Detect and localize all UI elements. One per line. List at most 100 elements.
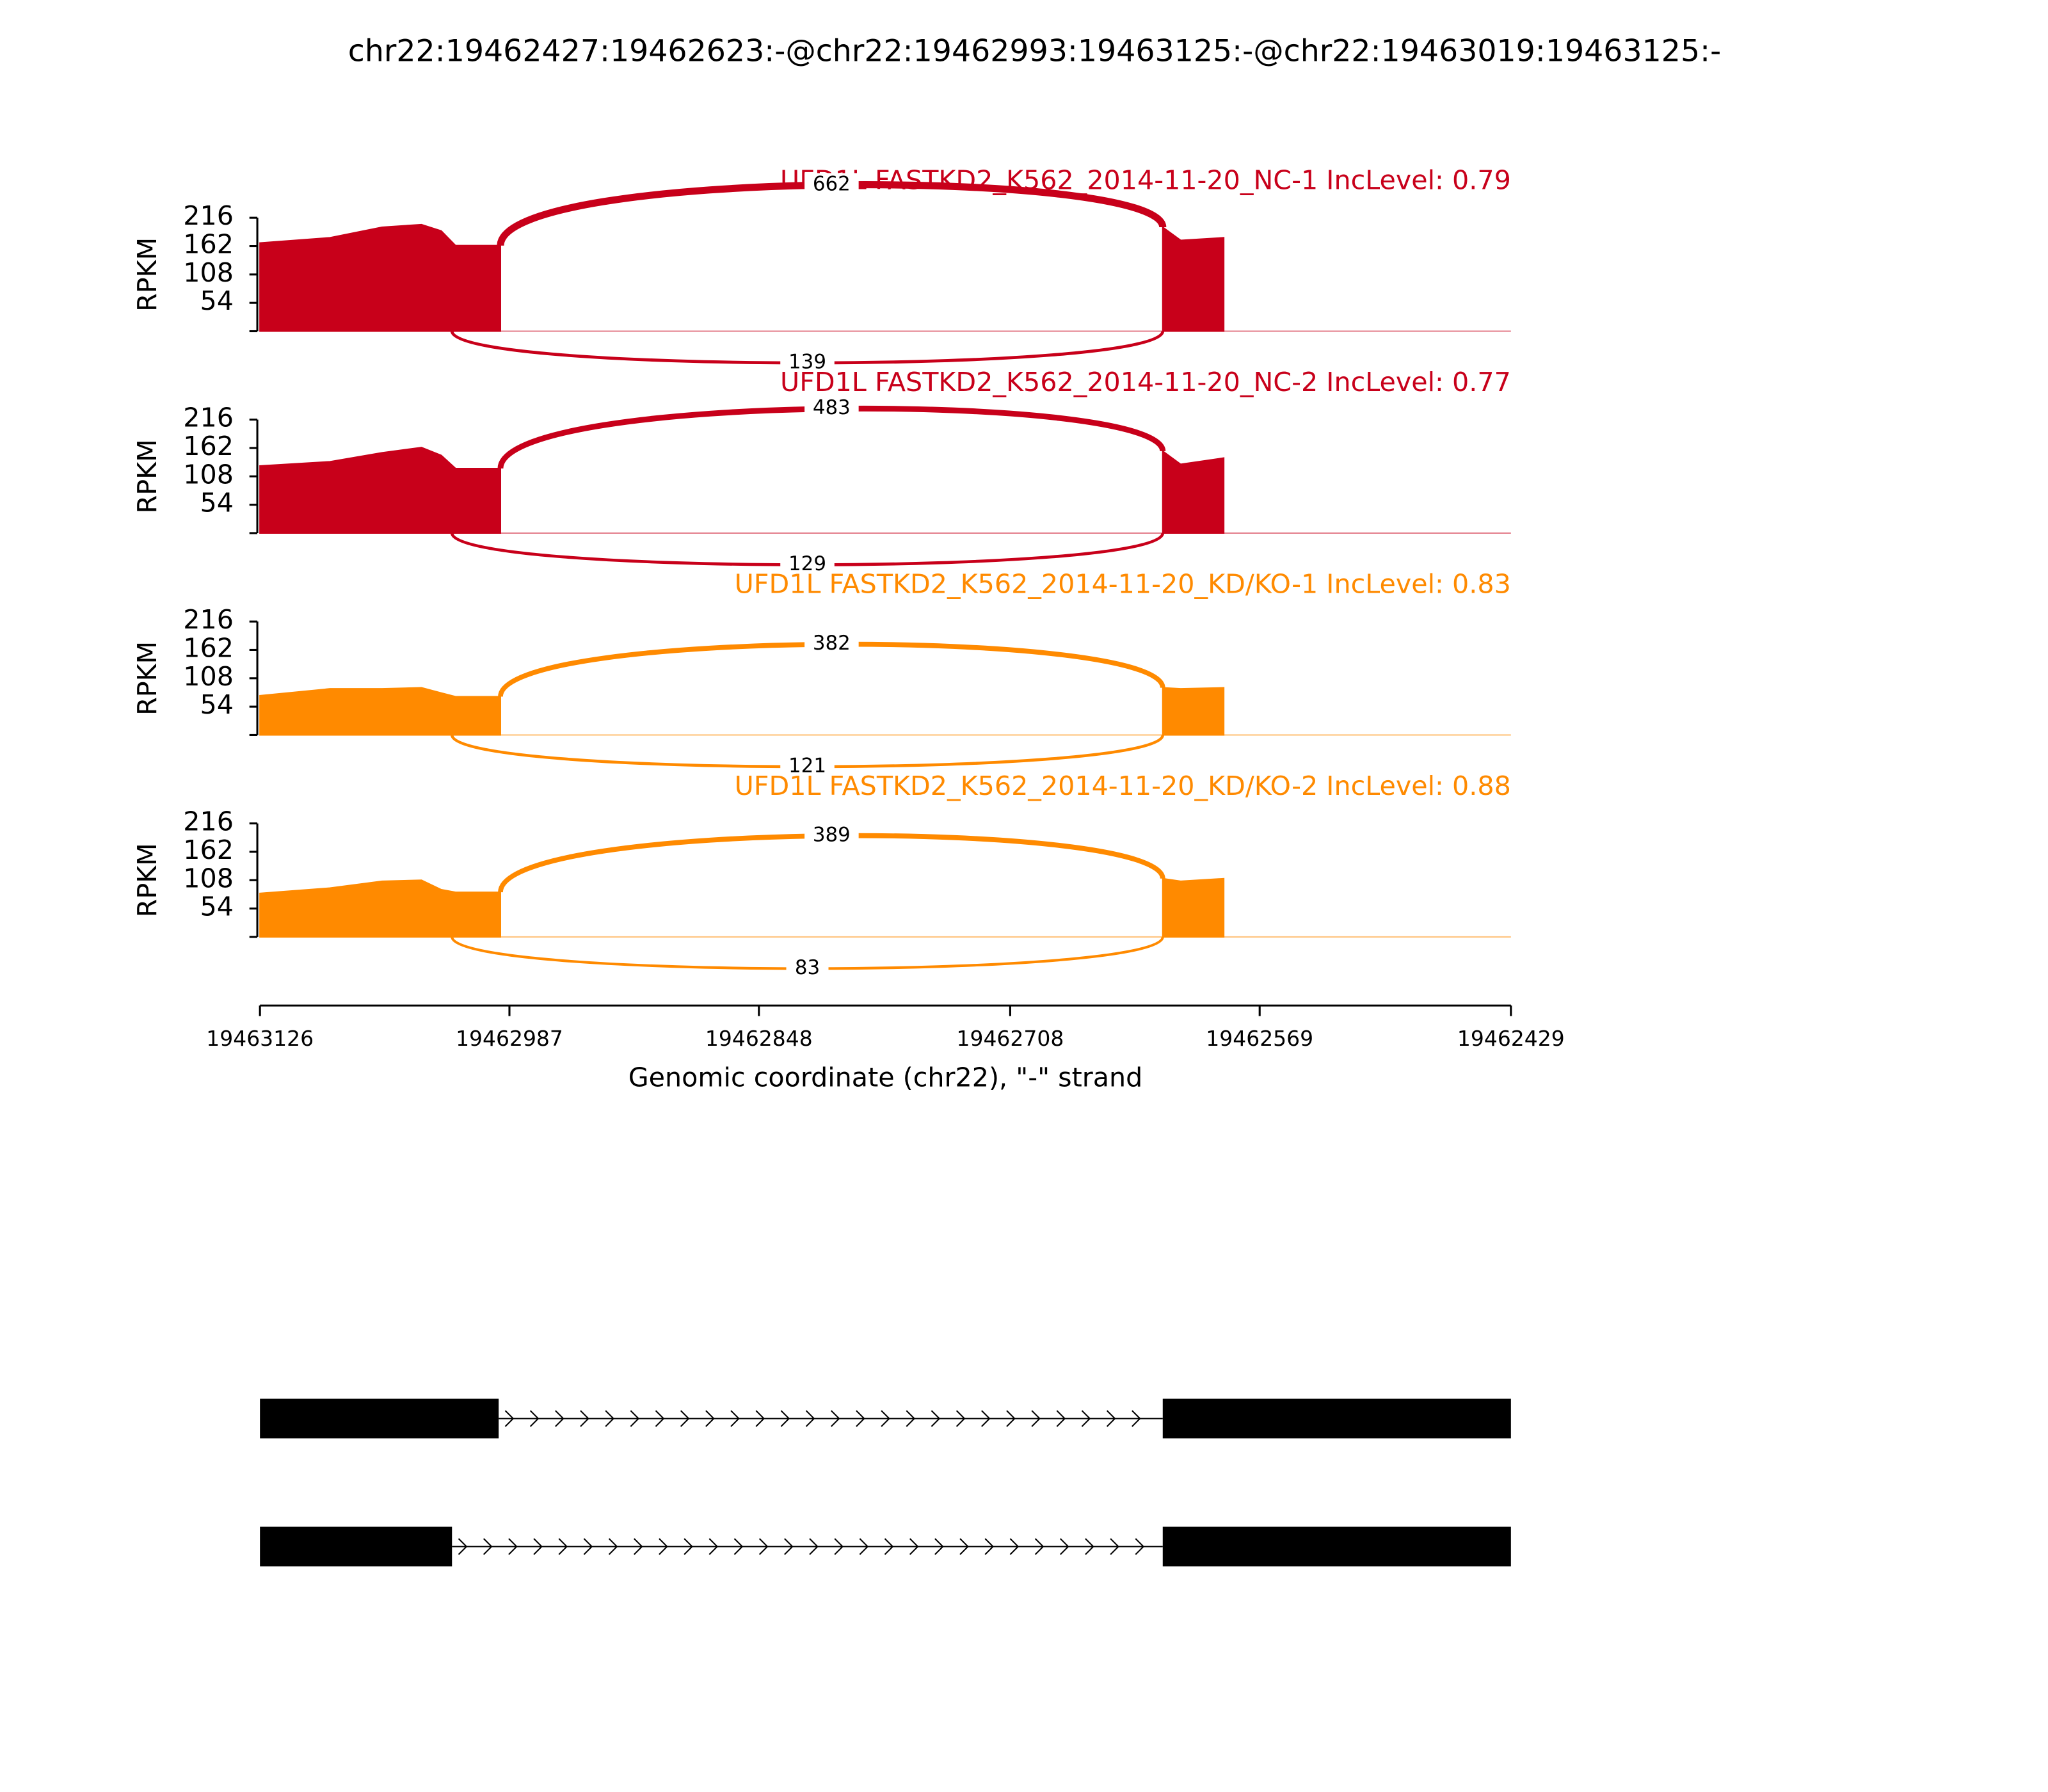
intron-chevron [655, 1410, 665, 1427]
intron-chevron [1060, 1538, 1069, 1555]
exon [1162, 1526, 1511, 1567]
intron-chevron [1085, 1538, 1094, 1555]
intron-chevron [608, 1538, 618, 1555]
intron-chevron [705, 1410, 715, 1427]
coverage-area [259, 687, 501, 736]
intron-chevron [680, 1410, 690, 1427]
coverage-area [259, 447, 501, 534]
coverage-area [1162, 225, 1225, 332]
intron-chevron [1009, 1538, 1020, 1555]
y-tick-label: 108 [183, 257, 234, 288]
x-tick-label: 19462429 [1457, 1026, 1565, 1051]
junction-label-bg [780, 351, 835, 375]
junction-label-bg [780, 552, 835, 577]
y-tick-label: 54 [200, 488, 233, 518]
y-tick-label: 54 [200, 689, 233, 720]
intron-chevron [1006, 1410, 1016, 1427]
intron-chevron [483, 1538, 493, 1555]
junction-label: 83 [795, 956, 820, 979]
intron-chevron [1056, 1410, 1066, 1427]
y-axis-label: RPKM [132, 843, 163, 917]
intron-chevron [755, 1410, 765, 1427]
junction-label-bg [786, 956, 829, 980]
intron-chevron [856, 1410, 865, 1427]
intron-chevron [934, 1538, 944, 1555]
y-axis-label: RPKM [132, 237, 163, 312]
intron-chevron [605, 1410, 615, 1427]
junction-label: 483 [813, 396, 851, 419]
intron-chevron [780, 1410, 790, 1427]
x-axis-label: Genomic coordinate (chr22), "-" strand [628, 1062, 1143, 1093]
intron-chevron [805, 1410, 815, 1427]
exon [1162, 1398, 1511, 1439]
panel-label: UFD1L FASTKD2_K562_2014-11-20_KD/KO-1 In… [735, 568, 1511, 599]
junction-label-bg [804, 397, 859, 421]
y-axis-label: RPKM [132, 641, 163, 716]
junction-label: 129 [788, 552, 826, 575]
x-tick-label: 19462569 [1206, 1026, 1313, 1051]
intron-chevron [884, 1538, 894, 1555]
intron-chevron [881, 1410, 890, 1427]
intron-chevron [1135, 1538, 1145, 1555]
junction-label: 389 [813, 823, 851, 846]
intron-chevron [730, 1410, 740, 1427]
intron-chevron [1081, 1410, 1091, 1427]
y-tick-label: 162 [183, 835, 234, 865]
coverage-area [1162, 877, 1225, 938]
intron-chevron [784, 1538, 794, 1555]
coverage-area [259, 223, 501, 332]
coverage-area [1162, 687, 1225, 736]
chart-title: chr22:19462427:19462623:-@chr22:19462993… [348, 33, 1721, 68]
y-tick-label: 162 [183, 431, 234, 461]
intron-chevron [508, 1538, 518, 1555]
y-tick-label: 162 [183, 632, 234, 663]
intron-chevron [809, 1538, 819, 1555]
intron-chevron [733, 1538, 744, 1555]
x-tick-label: 19462987 [456, 1026, 563, 1051]
intron-chevron [1110, 1538, 1119, 1555]
intron-chevron [708, 1538, 719, 1555]
x-tick-label: 19463126 [206, 1026, 314, 1051]
intron-chevron [580, 1410, 589, 1427]
panel-label: UFD1L FASTKD2_K562_2014-11-20_NC-1 IncLe… [780, 165, 1511, 196]
y-tick-label: 54 [200, 285, 233, 316]
coverage-area [259, 879, 501, 938]
junction-label: 662 [813, 172, 851, 195]
intron-chevron [758, 1538, 769, 1555]
intron-chevron [834, 1538, 844, 1555]
intron-chevron [859, 1538, 869, 1555]
exon [260, 1398, 499, 1439]
junction-label: 139 [788, 351, 826, 374]
junction-label-bg [804, 173, 859, 197]
intron-chevron [630, 1410, 640, 1427]
intron-chevron [906, 1410, 916, 1427]
junction-label-bg [780, 755, 835, 779]
junction-label: 382 [813, 632, 851, 655]
intron-chevron [555, 1410, 564, 1427]
y-tick-label: 108 [183, 459, 234, 490]
y-tick-label: 216 [183, 806, 234, 837]
y-tick-label: 216 [183, 604, 234, 635]
x-tick-label: 19462708 [957, 1026, 1064, 1051]
intron-chevron [684, 1538, 693, 1555]
intron-chevron [981, 1410, 991, 1427]
junction-label-bg [804, 824, 859, 848]
junction-label-bg [804, 632, 859, 657]
intron-chevron [529, 1410, 540, 1427]
exon [260, 1526, 452, 1567]
y-tick-label: 54 [200, 892, 233, 922]
intron-chevron [1034, 1538, 1044, 1555]
panel-label: UFD1L FASTKD2_K562_2014-11-20_KD/KO-2 In… [735, 771, 1511, 801]
y-axis-label: RPKM [132, 439, 163, 513]
intron-chevron [931, 1410, 941, 1427]
y-tick-label: 162 [183, 229, 234, 260]
coverage-area [1162, 449, 1225, 534]
intron-chevron [504, 1410, 515, 1427]
y-tick-label: 216 [183, 403, 234, 433]
x-tick-label: 19462848 [705, 1026, 813, 1051]
intron-chevron [1031, 1410, 1041, 1427]
intron-chevron [959, 1538, 969, 1555]
junction-label: 121 [788, 754, 826, 777]
y-tick-label: 108 [183, 661, 234, 692]
